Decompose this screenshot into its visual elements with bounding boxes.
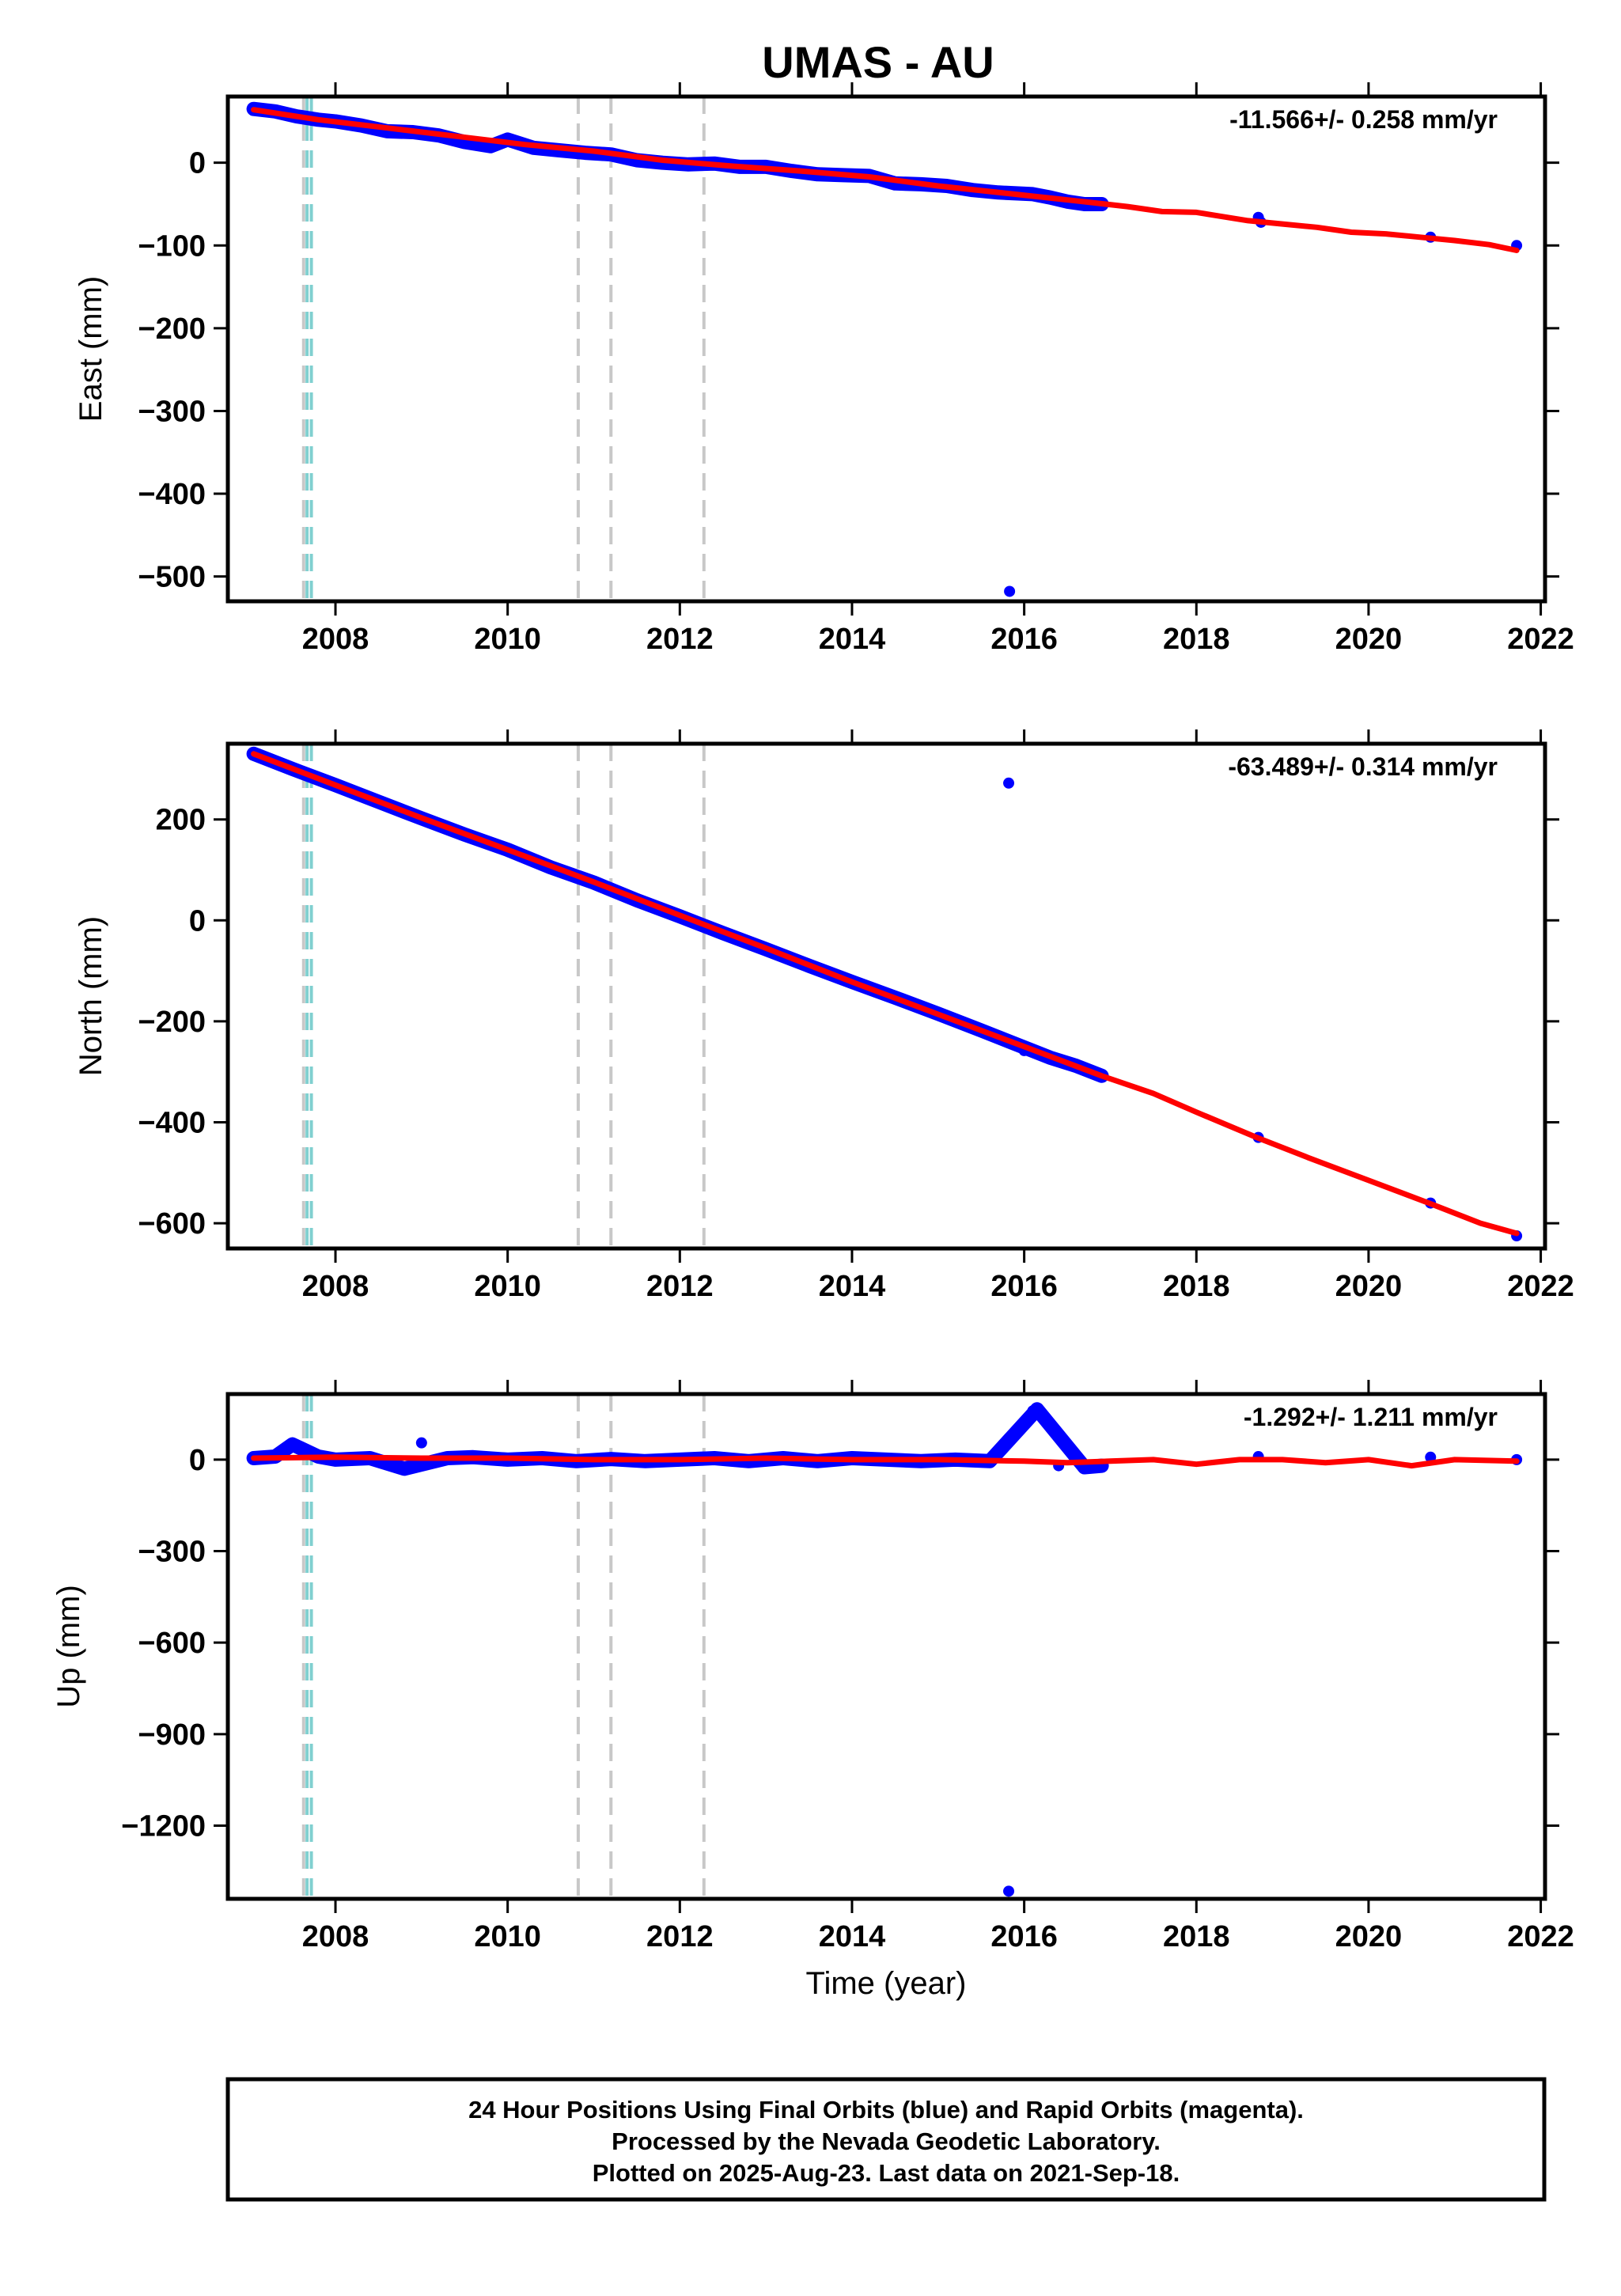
- up-x-tick-label: 2014: [819, 1920, 886, 1953]
- east-x-tick-label: 2014: [819, 623, 886, 656]
- up-x-tick-label: 2008: [302, 1920, 369, 1953]
- footer-line-2: Processed by the Nevada Geodetic Laborat…: [612, 2127, 1161, 2155]
- north-x-tick-label: 2014: [819, 1270, 886, 1303]
- up-model-fit-line: [251, 1454, 1520, 1469]
- up-y-tick-label: −300: [138, 1536, 206, 1569]
- up-y-axis-label: Up (mm): [51, 1585, 86, 1708]
- up-data-point: [286, 1438, 298, 1450]
- north-x-tick-label: 2008: [302, 1270, 369, 1303]
- up-x-tick-label: 2018: [1163, 1920, 1230, 1953]
- footer-box: 24 Hour Positions Using Final Orbits (bl…: [225, 2077, 1547, 2202]
- east-x-tick-label: 2008: [302, 623, 369, 656]
- north-model-fit-line: [251, 751, 1520, 1237]
- up-y-tick-label: 0: [189, 1444, 206, 1477]
- north-panel: 2008 2010 2012 2014 2016 2018 2020 2022 200 0 −200…: [74, 729, 1574, 1303]
- up-y-tick-label: −600: [138, 1627, 206, 1660]
- north-x-tick-label: 2020: [1335, 1270, 1403, 1303]
- up-data-point: [1031, 1404, 1043, 1415]
- up-x-tick-label: 2020: [1335, 1920, 1403, 1953]
- north-y-axis-label: North (mm): [74, 916, 108, 1076]
- east-y-tick-label: −100: [138, 229, 206, 263]
- north-x-tick-label: 2016: [990, 1270, 1058, 1303]
- north-data-point: [1003, 777, 1015, 789]
- north-velocity-label: -63.489+/- 0.314 mm/yr: [1228, 752, 1498, 781]
- north-y-tick-label: 0: [189, 904, 206, 938]
- up-x-tick-label: 2016: [990, 1920, 1058, 1953]
- east-panel: 2008 2010 2012 2014 2016 2018 2020 2022 0 −100 −20…: [74, 82, 1574, 656]
- east-model-fit-line: [251, 107, 1520, 253]
- east-x-tick-label: 2012: [646, 623, 714, 656]
- up-data-point: [1003, 1885, 1015, 1897]
- east-data-point: [1004, 585, 1016, 597]
- east-y-tick-label: −500: [138, 561, 206, 594]
- east-y-axis-label: East (mm): [74, 276, 108, 422]
- up-x-tick-label: 2010: [474, 1920, 541, 1953]
- north-plot-frame: [225, 741, 1547, 1251]
- up-x-tick-label: 2012: [646, 1920, 714, 1953]
- up-x-tick-label: 2022: [1507, 1920, 1574, 1953]
- east-x-tick-label: 2018: [1163, 623, 1230, 656]
- north-y-tick-label: −200: [138, 1006, 206, 1039]
- east-x-tick-label: 2010: [474, 623, 541, 656]
- east-velocity-label: -11.566+/- 0.258 mm/yr: [1229, 105, 1498, 134]
- up-y-tick-label: −1200: [121, 1809, 206, 1843]
- east-y-tick-label: −400: [138, 478, 206, 511]
- east-y-tick-label: −300: [138, 395, 206, 428]
- east-x-tick-label: 2022: [1507, 623, 1574, 656]
- up-plot-frame: [225, 1392, 1547, 1901]
- north-y-tick-label: 200: [156, 804, 206, 837]
- up-data-point: [399, 1463, 411, 1475]
- footer-frame: [225, 2077, 1547, 2202]
- east-y-tick-label: −200: [138, 313, 206, 346]
- east-x-tick-label: 2020: [1335, 623, 1403, 656]
- up-y-tick-label: −900: [138, 1718, 206, 1752]
- north-x-tick-label: 2010: [474, 1270, 541, 1303]
- north-x-tick-label: 2022: [1507, 1270, 1574, 1303]
- east-x-tick-label: 2016: [990, 623, 1058, 656]
- north-y-tick-label: −400: [138, 1107, 206, 1140]
- up-data-point: [415, 1437, 427, 1449]
- footer-line-1: 24 Hour Positions Using Final Orbits (bl…: [468, 2096, 1304, 2124]
- footer-line-3: Plotted on 2025-Aug-23. Last data on 202…: [593, 2159, 1180, 2187]
- north-x-tick-label: 2012: [646, 1270, 714, 1303]
- north-x-tick-label: 2018: [1163, 1270, 1230, 1303]
- east-plot-frame: [225, 94, 1547, 604]
- up-velocity-label: -1.292+/- 1.211 mm/yr: [1244, 1403, 1498, 1431]
- up-panel: 2008 2010 2012 2014 2016 2018 2020 2022 0 −300 −60…: [51, 1380, 1574, 1953]
- east-y-tick-label: 0: [189, 147, 206, 180]
- north-y-tick-label: −600: [138, 1207, 206, 1241]
- figure-title: UMAS - AU: [762, 37, 994, 87]
- x-axis-label: Time (year): [806, 1966, 967, 2001]
